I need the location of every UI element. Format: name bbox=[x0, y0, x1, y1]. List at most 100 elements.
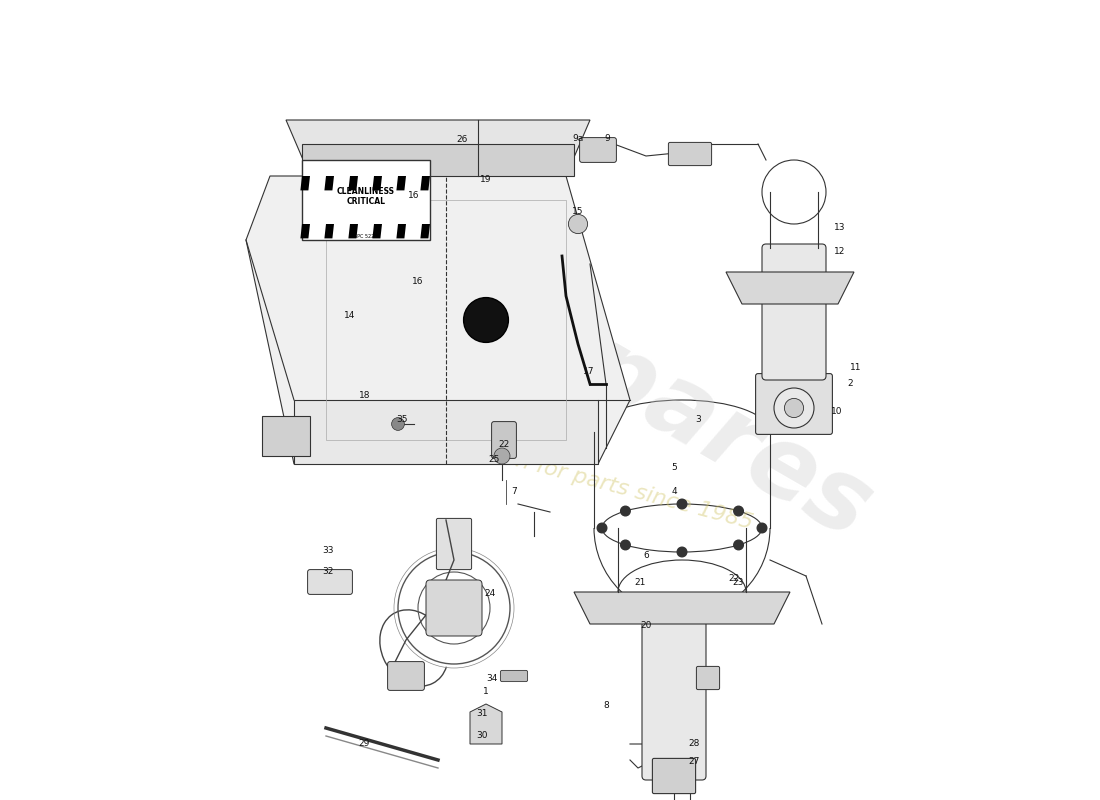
FancyBboxPatch shape bbox=[437, 518, 472, 570]
FancyBboxPatch shape bbox=[500, 670, 528, 682]
Text: 4: 4 bbox=[671, 487, 676, 497]
Text: 6: 6 bbox=[644, 551, 649, 561]
Circle shape bbox=[463, 298, 508, 342]
Text: 10: 10 bbox=[830, 407, 843, 417]
Polygon shape bbox=[312, 224, 322, 238]
Text: 14: 14 bbox=[344, 311, 355, 321]
Polygon shape bbox=[396, 224, 406, 238]
Polygon shape bbox=[312, 176, 322, 190]
Text: 8: 8 bbox=[603, 701, 609, 710]
Polygon shape bbox=[286, 120, 590, 176]
Text: 25: 25 bbox=[488, 455, 499, 465]
Polygon shape bbox=[361, 176, 370, 190]
Polygon shape bbox=[324, 224, 334, 238]
FancyBboxPatch shape bbox=[669, 142, 712, 166]
Polygon shape bbox=[384, 224, 394, 238]
Text: 29: 29 bbox=[359, 739, 370, 749]
Polygon shape bbox=[373, 176, 382, 190]
Text: 12: 12 bbox=[834, 247, 845, 257]
Circle shape bbox=[784, 398, 804, 418]
Polygon shape bbox=[302, 144, 574, 176]
Text: 17: 17 bbox=[583, 367, 594, 377]
Circle shape bbox=[734, 506, 744, 516]
Polygon shape bbox=[408, 224, 418, 238]
Text: 22: 22 bbox=[728, 574, 739, 583]
Polygon shape bbox=[246, 176, 630, 464]
Text: eurospares: eurospares bbox=[292, 160, 888, 560]
Polygon shape bbox=[324, 176, 334, 190]
Polygon shape bbox=[349, 176, 358, 190]
Text: 15: 15 bbox=[572, 207, 584, 217]
Text: 24: 24 bbox=[484, 589, 496, 598]
Text: 34: 34 bbox=[486, 674, 498, 683]
Polygon shape bbox=[262, 416, 310, 456]
Circle shape bbox=[678, 547, 686, 557]
Text: SPC 5221: SPC 5221 bbox=[354, 234, 377, 238]
Text: 30: 30 bbox=[476, 731, 487, 741]
FancyBboxPatch shape bbox=[642, 612, 706, 780]
Text: 23: 23 bbox=[733, 578, 744, 587]
Polygon shape bbox=[337, 224, 346, 238]
Polygon shape bbox=[408, 176, 418, 190]
FancyBboxPatch shape bbox=[387, 662, 425, 690]
Polygon shape bbox=[349, 224, 358, 238]
Circle shape bbox=[620, 506, 630, 516]
Polygon shape bbox=[300, 176, 310, 190]
Text: 7: 7 bbox=[512, 487, 517, 497]
FancyBboxPatch shape bbox=[492, 422, 516, 458]
Text: 27: 27 bbox=[689, 757, 700, 766]
Circle shape bbox=[757, 523, 767, 533]
Circle shape bbox=[597, 523, 607, 533]
Polygon shape bbox=[420, 224, 430, 238]
Polygon shape bbox=[726, 272, 854, 304]
FancyBboxPatch shape bbox=[426, 580, 482, 636]
Text: 2: 2 bbox=[847, 379, 852, 389]
Text: 28: 28 bbox=[689, 739, 700, 749]
Text: 9: 9 bbox=[605, 134, 610, 143]
Polygon shape bbox=[294, 400, 598, 464]
Polygon shape bbox=[396, 176, 406, 190]
FancyBboxPatch shape bbox=[652, 758, 695, 794]
Text: 16: 16 bbox=[412, 277, 424, 286]
FancyBboxPatch shape bbox=[302, 160, 430, 240]
Polygon shape bbox=[420, 176, 430, 190]
Polygon shape bbox=[300, 224, 310, 238]
Text: 33: 33 bbox=[322, 546, 333, 555]
FancyBboxPatch shape bbox=[762, 244, 826, 380]
Text: 3: 3 bbox=[695, 415, 701, 425]
Text: 5: 5 bbox=[671, 463, 676, 473]
Text: 32: 32 bbox=[322, 567, 333, 577]
Polygon shape bbox=[373, 224, 382, 238]
Polygon shape bbox=[470, 704, 502, 744]
Text: a passion for parts since 1985: a passion for parts since 1985 bbox=[425, 427, 755, 533]
FancyBboxPatch shape bbox=[308, 570, 352, 594]
Text: 19: 19 bbox=[481, 175, 492, 185]
Circle shape bbox=[620, 540, 630, 550]
Text: 26: 26 bbox=[456, 135, 468, 145]
Polygon shape bbox=[361, 224, 370, 238]
Text: 22: 22 bbox=[498, 440, 509, 450]
Text: 20: 20 bbox=[640, 621, 651, 630]
Text: 21: 21 bbox=[634, 578, 646, 587]
Polygon shape bbox=[384, 176, 394, 190]
Circle shape bbox=[392, 418, 405, 430]
Text: 1: 1 bbox=[483, 687, 488, 697]
Circle shape bbox=[774, 388, 814, 428]
Polygon shape bbox=[337, 176, 346, 190]
Polygon shape bbox=[574, 592, 790, 624]
Circle shape bbox=[569, 214, 587, 234]
FancyBboxPatch shape bbox=[580, 138, 616, 162]
FancyBboxPatch shape bbox=[696, 666, 719, 690]
Text: 9a: 9a bbox=[572, 134, 584, 143]
Text: 13: 13 bbox=[834, 223, 846, 233]
Text: CRITICAL: CRITICAL bbox=[346, 197, 385, 206]
FancyBboxPatch shape bbox=[756, 374, 833, 434]
Circle shape bbox=[678, 499, 686, 509]
Circle shape bbox=[494, 448, 510, 464]
Text: CLEANLINESS: CLEANLINESS bbox=[337, 187, 395, 197]
Circle shape bbox=[734, 540, 744, 550]
Text: 31: 31 bbox=[476, 709, 487, 718]
Text: 16: 16 bbox=[408, 191, 420, 201]
Text: 18: 18 bbox=[359, 391, 370, 401]
Text: 35: 35 bbox=[396, 415, 408, 425]
